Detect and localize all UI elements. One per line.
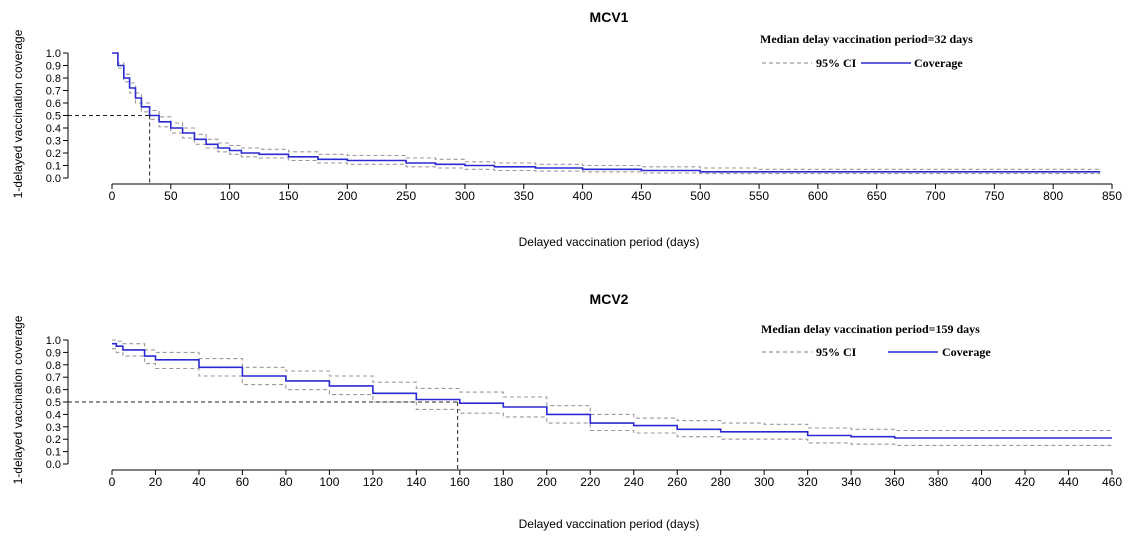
y-tick-label: 1.0 — [46, 48, 61, 60]
y-tick-label: 0.2 — [46, 148, 61, 160]
y-tick-label: 0.1 — [46, 447, 61, 459]
x-tick-label: 80 — [279, 475, 293, 489]
x-tick-label: 0 — [109, 189, 116, 203]
x-tick-label: 460 — [1102, 475, 1122, 489]
y-tick-label: 0.5 — [46, 397, 61, 409]
x-tick-label: 140 — [406, 475, 426, 489]
x-tick-label: 400 — [972, 475, 992, 489]
x-tick-label: 380 — [928, 475, 948, 489]
y-tick-label: 0.3 — [46, 136, 61, 148]
x-tick-label: 300 — [754, 475, 774, 489]
x-axis-label: Delayed vaccination period (days) — [519, 235, 700, 249]
x-tick-label: 20 — [149, 475, 163, 489]
x-tick-label: 300 — [455, 189, 475, 203]
x-tick-label: 800 — [1043, 189, 1063, 203]
x-tick-label: 40 — [192, 475, 206, 489]
y-axis-label: 1-delayed vaccination coverage — [11, 29, 25, 198]
mcv1-panel: MCV1 Median delay vaccination period=32 … — [11, 9, 1122, 249]
x-tick-label: 160 — [450, 475, 470, 489]
x-tick-label: 650 — [867, 189, 887, 203]
legend: 95% CI Coverage — [762, 345, 991, 359]
chart-title: MCV1 — [590, 9, 629, 25]
y-tick-label: 0.4 — [46, 409, 61, 421]
x-tick-label: 200 — [537, 475, 557, 489]
x-tick-label: 280 — [711, 475, 731, 489]
x-tick-label: 420 — [1015, 475, 1035, 489]
x-tick-label: 320 — [798, 475, 818, 489]
x-tick-label: 200 — [337, 189, 357, 203]
y-tick-label: 0.2 — [46, 434, 61, 446]
y-tick-label: 0.0 — [46, 173, 61, 185]
x-tick-label: 440 — [1059, 475, 1079, 489]
legend-ci-label: 95% CI — [816, 56, 857, 70]
legend-ci-label: 95% CI — [816, 345, 857, 359]
y-tick-label: 1.0 — [46, 335, 61, 347]
x-tick-label: 50 — [164, 189, 178, 203]
x-tick-label: 700 — [926, 189, 946, 203]
coverage-line — [112, 342, 1112, 439]
chart-title: MCV2 — [590, 291, 629, 307]
x-tick-label: 220 — [580, 475, 600, 489]
x-tick-label: 500 — [690, 189, 710, 203]
y-tick-label: 0.6 — [46, 385, 61, 397]
mcv2-panel: MCV2 Median delay vaccination period=159… — [11, 291, 1122, 531]
x-tick-label: 850 — [1102, 189, 1122, 203]
ci-lower-line — [112, 348, 1112, 446]
x-tick-label: 100 — [319, 475, 339, 489]
x-tick-label: 150 — [278, 189, 298, 203]
y-tick-label: 0.9 — [46, 61, 61, 73]
x-tick-label: 100 — [220, 189, 240, 203]
y-tick-label: 0.3 — [46, 422, 61, 434]
y-tick-label: 0.8 — [46, 360, 61, 372]
y-tick-label: 0.4 — [46, 123, 61, 135]
y-tick-label: 0.1 — [46, 161, 61, 173]
y-tick-label: 0.7 — [46, 372, 61, 384]
x-tick-label: 250 — [396, 189, 416, 203]
x-tick-label: 360 — [885, 475, 905, 489]
x-tick-label: 0 — [109, 475, 116, 489]
median-annotation: Median delay vaccination period=32 days — [760, 32, 973, 46]
x-tick-label: 120 — [363, 475, 383, 489]
y-tick-label: 0.0 — [46, 459, 61, 471]
x-tick-label: 550 — [749, 189, 769, 203]
ci-upper-line — [112, 52, 1101, 170]
x-tick-label: 600 — [808, 189, 828, 203]
legend: 95% CI Coverage — [762, 56, 963, 70]
y-tick-label: 0.5 — [46, 111, 61, 123]
x-tick-label: 350 — [514, 189, 534, 203]
x-tick-label: 400 — [573, 189, 593, 203]
x-tick-label: 180 — [493, 475, 513, 489]
y-tick-label: 0.9 — [46, 347, 61, 359]
x-tick-label: 340 — [841, 475, 861, 489]
y-tick-label: 0.8 — [46, 73, 61, 85]
x-tick-label: 750 — [984, 189, 1004, 203]
ci-upper-line — [112, 339, 1112, 432]
x-tick-label: 260 — [667, 475, 687, 489]
y-axis-label: 1-delayed vaccination coverage — [11, 315, 25, 484]
y-tick-label: 0.6 — [46, 98, 61, 110]
coverage-line — [112, 52, 1101, 173]
x-tick-label: 60 — [236, 475, 250, 489]
legend-coverage-label: Coverage — [942, 345, 991, 359]
legend-coverage-label: Coverage — [914, 56, 963, 70]
y-tick-label: 0.7 — [46, 86, 61, 98]
x-tick-label: 450 — [631, 189, 651, 203]
x-axis-label: Delayed vaccination period (days) — [519, 517, 700, 531]
median-annotation: Median delay vaccination period=159 days — [761, 322, 980, 336]
x-tick-label: 240 — [624, 475, 644, 489]
ci-lower-line — [112, 52, 1101, 175]
